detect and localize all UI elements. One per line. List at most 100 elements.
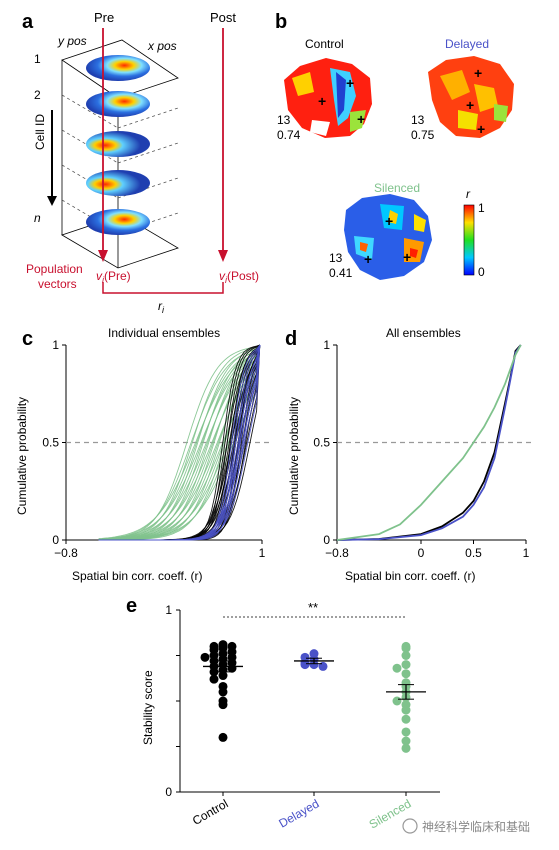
- colorbar-max: 1: [478, 201, 485, 215]
- panel-d: d All ensembles Cumulative probability S…: [285, 326, 534, 583]
- map-cell-control: 13: [277, 113, 291, 127]
- correlation-map-delayed: + + +: [428, 56, 514, 138]
- data-point-silenced: [392, 696, 402, 706]
- svg-text:+: +: [364, 251, 372, 267]
- panel-e-letter: e: [126, 595, 137, 617]
- data-point-control: [218, 671, 228, 681]
- svg-text:+: +: [346, 75, 354, 91]
- x-tick-label: −0.8: [325, 546, 349, 560]
- ensemble-cdf-line: [98, 344, 261, 540]
- v-pre-label: vi(Pre): [96, 269, 131, 285]
- watermark-icon: [402, 818, 418, 834]
- x-tick-label: −0.8: [54, 546, 78, 560]
- panel-c-ylabel: Cumulative probability: [15, 397, 29, 515]
- map-value-control: 0.74: [277, 128, 301, 142]
- colorbar-min: 0: [478, 265, 485, 279]
- svg-text:+: +: [385, 213, 393, 229]
- cdf-line-silenced: [336, 344, 522, 541]
- y-tick-label: 1: [165, 603, 172, 617]
- watermark: 神经科学临床和基础: [402, 818, 530, 834]
- panel-d-ylabel: Cumulative probability: [287, 397, 301, 515]
- significance-label: **: [308, 600, 318, 615]
- svg-text:+: +: [474, 65, 482, 81]
- panel-e-ylabel: Stability score: [141, 670, 155, 745]
- panel-d-plot: −0.8 0 0.5 100.51: [313, 338, 534, 560]
- map-title-control: Control: [305, 37, 344, 51]
- place-field-map-1: [86, 55, 150, 81]
- data-point-control: [218, 700, 228, 710]
- cdf-line-delayed: [336, 344, 522, 541]
- panel-c: c Individual ensembles Cumulative probab…: [15, 326, 270, 583]
- cell-id-arrowhead: [47, 196, 57, 206]
- v-post-label: vi(Post): [219, 269, 259, 285]
- ensemble-cdf-line: [98, 344, 261, 541]
- group-label-control: Control: [190, 796, 231, 827]
- correlation-map-silenced: + + +: [344, 194, 432, 280]
- cell-id-label: Cell ID: [33, 114, 47, 150]
- x-tick-label: 0.5: [465, 546, 482, 560]
- panel-c-title: Individual ensembles: [108, 326, 220, 340]
- data-point-silenced: [392, 663, 402, 673]
- place-field-map-2: [86, 91, 150, 117]
- y-tick-label: 1: [52, 338, 59, 352]
- data-point-silenced: [401, 743, 411, 753]
- y-tick-label: 1: [323, 338, 330, 352]
- map-value-delayed: 0.75: [411, 128, 435, 142]
- panel-a: a Pre Post y pos x pos 1 2 n Cell ID: [22, 10, 259, 315]
- map-value-silenced: 0.41: [329, 266, 353, 280]
- sheet-top: [61, 39, 179, 99]
- panel-b: b Control Delayed Silenced + + + 13 0.74…: [275, 11, 514, 280]
- panel-d-letter: d: [285, 328, 297, 350]
- data-point-silenced: [401, 727, 411, 737]
- x-tick-label: 1: [259, 546, 266, 560]
- post-vector-arrowhead: [218, 250, 228, 262]
- group-label-delayed: Delayed: [276, 796, 321, 830]
- post-label: Post: [210, 10, 236, 25]
- data-point-control: [218, 732, 228, 742]
- panel-d-title: All ensembles: [386, 326, 461, 340]
- data-point-control: [218, 687, 228, 697]
- data-point-silenced: [401, 643, 411, 653]
- x-pos-label: x pos: [147, 39, 177, 53]
- svg-text:+: +: [318, 93, 326, 109]
- data-point-silenced: [401, 660, 411, 670]
- row-label-2: 2: [34, 88, 41, 102]
- data-point-silenced: [401, 651, 411, 660]
- data-point-control: [200, 652, 210, 662]
- panel-b-letter: b: [275, 11, 287, 33]
- data-point-silenced: [401, 669, 411, 679]
- y-tick-label: 0: [52, 533, 59, 547]
- panel-e: e Stability score ** 0 1 Control Delayed Sil…: [126, 595, 440, 832]
- panel-c-plot: −0.8 1 0 0.5 1: [42, 338, 270, 560]
- watermark-text: 神经科学临床和基础: [422, 819, 530, 834]
- pre-label: Pre: [94, 10, 114, 25]
- group-label-silenced: Silenced: [367, 796, 414, 831]
- place-field-map-5: [86, 209, 150, 235]
- data-point-silenced: [401, 736, 411, 746]
- row-label-n: n: [34, 211, 41, 225]
- panel-c-xlabel: Spatial bin corr. coeff. (r): [72, 569, 203, 583]
- svg-text:+: +: [466, 97, 474, 113]
- panel-d-xlabel: Spatial bin corr. coeff. (r): [345, 569, 476, 583]
- y-tick-label: 0.5: [313, 436, 330, 450]
- x-tick-label: 1: [523, 546, 530, 560]
- panel-c-letter: c: [22, 328, 33, 350]
- place-field-map-4: [86, 170, 150, 196]
- map-cell-delayed: 13: [411, 113, 425, 127]
- map-title-delayed: Delayed: [445, 37, 489, 51]
- y-tick-label: 0: [323, 533, 330, 547]
- panel-e-plot: 0 1 Control Delayed Silenced: [165, 603, 440, 832]
- colorbar: [463, 204, 475, 276]
- ensemble-cdf-line: [98, 344, 261, 541]
- r-i-label: ri: [158, 299, 165, 315]
- svg-text:+: +: [403, 249, 411, 265]
- ensemble-cdf-line: [98, 344, 261, 540]
- population-label: Population: [26, 262, 83, 276]
- y-tick-label: 0.5: [42, 436, 59, 450]
- map-title-silenced: Silenced: [374, 181, 420, 195]
- row-label-1: 1: [34, 52, 41, 66]
- x-tick-label: 0: [418, 546, 425, 560]
- map-cell-silenced: 13: [329, 251, 343, 265]
- data-point-delayed: [309, 660, 319, 670]
